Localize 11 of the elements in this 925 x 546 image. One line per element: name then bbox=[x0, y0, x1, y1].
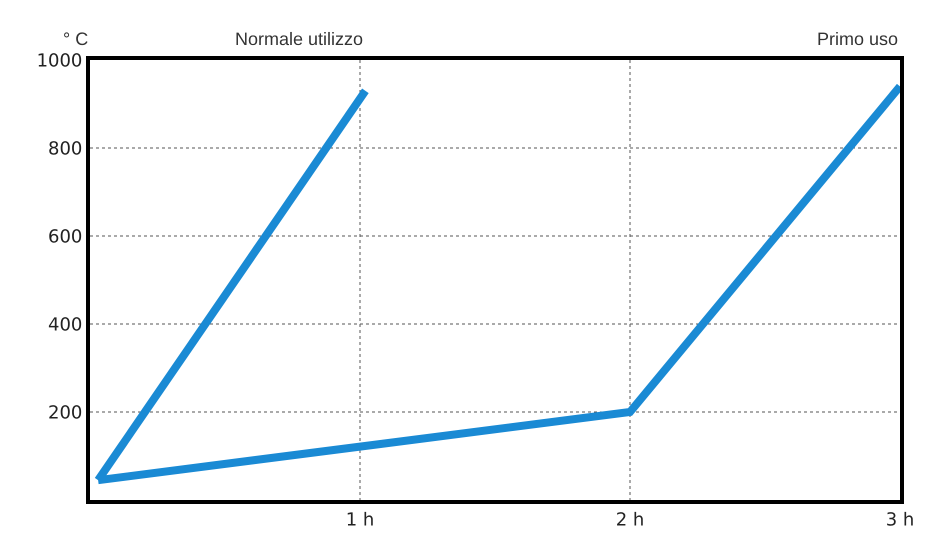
y-tick-label: 800 bbox=[48, 138, 82, 160]
y-tick-label: 200 bbox=[48, 402, 82, 424]
y-tick-label: 1000 bbox=[36, 50, 82, 72]
x-tick-label: 1 h bbox=[346, 510, 374, 531]
y-tick-label: 600 bbox=[48, 226, 82, 248]
y-axis-title: ° C bbox=[63, 29, 88, 49]
x-tick-label: 2 h bbox=[616, 510, 644, 531]
text: Normale utilizzo bbox=[235, 29, 364, 49]
x-tick-label: 3 h bbox=[886, 510, 914, 531]
text: Primo uso bbox=[817, 29, 898, 49]
y-tick-label: 400 bbox=[48, 314, 82, 336]
